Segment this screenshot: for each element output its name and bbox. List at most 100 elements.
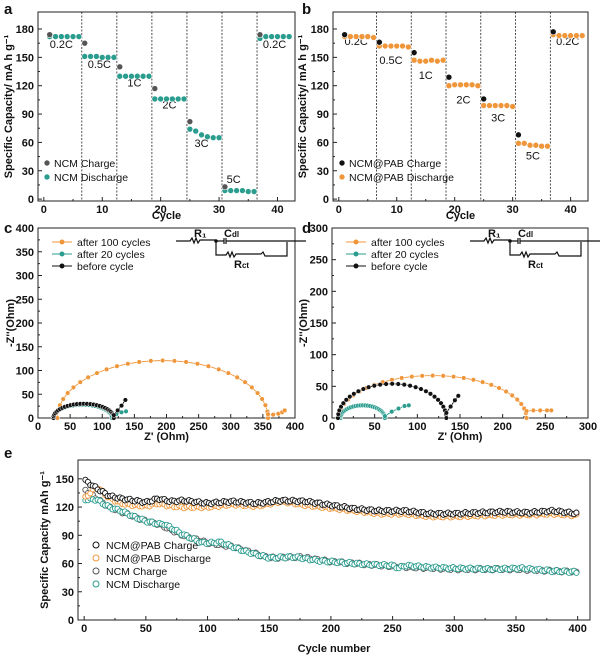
data-point (452, 397, 458, 403)
rate-label: 1C (419, 70, 433, 82)
data-point (445, 73, 453, 81)
data-point (270, 412, 276, 418)
plot-frame (332, 11, 589, 202)
x-tick-label: 400 (286, 421, 304, 433)
x-tick-label: 40 (271, 204, 283, 216)
legend-label: NCM@PAB Discharge (349, 172, 454, 184)
data-point (480, 95, 487, 103)
legend-label: after 20 cycles (77, 249, 145, 261)
data-point (548, 407, 554, 413)
circuit-wire (215, 238, 306, 259)
data-point (216, 366, 222, 372)
data-point (268, 33, 275, 40)
data-point (63, 33, 71, 40)
circuit-label-cdl: Cdl (224, 228, 239, 240)
data-point (419, 373, 425, 379)
data-point (139, 72, 147, 80)
data-point (409, 374, 415, 380)
circuit-wire-r1 (176, 236, 216, 245)
data-point (410, 56, 418, 64)
data-point (160, 357, 166, 364)
x-tick-label: 400 (568, 623, 586, 635)
plot-frame (37, 11, 296, 202)
circuit-label-r1: R₁ (488, 228, 501, 240)
data-point (434, 57, 441, 65)
y-tick-label: 60 (22, 137, 34, 149)
y-tick-label: 200 (16, 318, 34, 330)
data-point (427, 391, 434, 397)
rate-label: 0.5C (379, 55, 402, 67)
data-point (255, 390, 261, 396)
legend-label: NCM Discharge (106, 579, 180, 591)
data-point (381, 42, 389, 50)
data-point (233, 187, 240, 194)
x-tick-label: 0 (41, 204, 47, 216)
rate-label: 0.2C (50, 39, 73, 51)
y-tick-label: 0 (28, 413, 34, 425)
data-point (389, 409, 395, 415)
x-tick-label: 0 (81, 623, 87, 635)
y-tick-label: 300 (310, 223, 328, 235)
data-point (496, 385, 502, 391)
panel-letter: c (4, 220, 12, 237)
x-tick-label: 150 (451, 421, 469, 433)
data-point (439, 56, 447, 64)
circuit-wire (509, 238, 600, 259)
data-point (544, 407, 550, 413)
data-point (347, 33, 354, 40)
data-point (457, 81, 464, 89)
data-point (524, 415, 530, 421)
rate-label: 2C (162, 99, 176, 111)
legend-marker (92, 580, 100, 588)
data-point (46, 31, 53, 38)
data-point (526, 141, 534, 149)
data-point (94, 370, 100, 376)
data-point (503, 102, 511, 109)
legend-marker (59, 251, 65, 257)
data-point (186, 125, 194, 133)
data-point (343, 397, 349, 403)
data-point (85, 374, 91, 380)
x-tick-label: 50 (369, 421, 381, 433)
y-tick-label: 0 (28, 194, 34, 206)
data-point (58, 33, 65, 40)
y-tick-label: 300 (16, 271, 34, 283)
data-point (204, 133, 211, 141)
data-point (194, 361, 200, 367)
y-tick-label: 120 (56, 502, 74, 514)
x-tick-label: 250 (383, 623, 401, 635)
legend-marker (59, 263, 65, 269)
y-tick-label: 150 (56, 474, 74, 486)
data-point (81, 53, 89, 60)
data-point (438, 400, 444, 406)
data-point (488, 382, 494, 388)
data-point (544, 142, 551, 150)
data-point (530, 407, 536, 413)
x-tick-label: 20 (449, 204, 461, 216)
legend-label: NCM@PAB Charge (106, 540, 198, 552)
y-tick-label: 150 (16, 52, 34, 64)
x-tick-label: 200 (322, 623, 340, 635)
legend-marker (353, 239, 359, 245)
legend-label: after 20 cycles (371, 249, 439, 261)
data-point (383, 381, 389, 387)
data-point (364, 33, 372, 40)
data-point (87, 53, 94, 60)
data-point (169, 95, 176, 103)
legend-label: NCM@PAB Charge (349, 158, 441, 170)
y-tick-label: 60 (317, 137, 329, 149)
data-point (65, 390, 71, 396)
x-tick-label: 0 (336, 204, 342, 216)
data-point (250, 188, 258, 195)
data-point (532, 141, 540, 149)
data-point (480, 379, 486, 385)
data-point (352, 33, 360, 40)
data-point (52, 33, 59, 40)
plot-frame (77, 459, 591, 621)
y-axis-label: Specific Capacity mAh g⁻¹ (39, 471, 51, 609)
data-point (244, 188, 252, 195)
data-point (371, 383, 377, 389)
data-point (486, 102, 493, 109)
data-point (431, 394, 438, 400)
data-point (104, 54, 112, 61)
